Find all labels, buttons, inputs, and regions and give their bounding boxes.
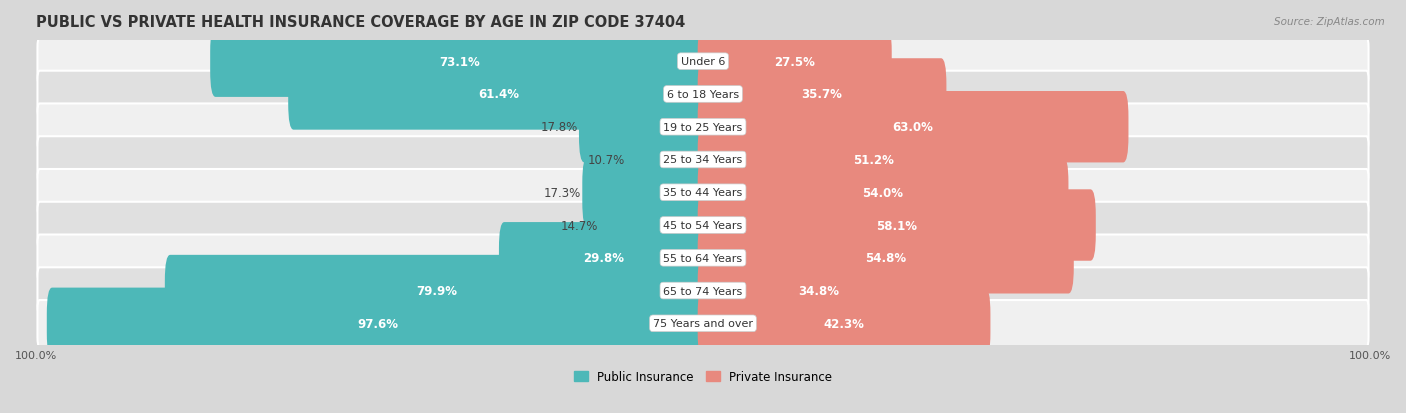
Text: 27.5%: 27.5% xyxy=(775,56,815,69)
FancyBboxPatch shape xyxy=(209,26,709,97)
FancyBboxPatch shape xyxy=(582,157,709,228)
FancyBboxPatch shape xyxy=(697,255,941,327)
Text: 17.8%: 17.8% xyxy=(540,121,578,134)
FancyBboxPatch shape xyxy=(697,59,946,131)
FancyBboxPatch shape xyxy=(499,223,709,294)
Text: Under 6: Under 6 xyxy=(681,57,725,67)
Text: 65 to 74 Years: 65 to 74 Years xyxy=(664,286,742,296)
Text: 34.8%: 34.8% xyxy=(799,285,839,297)
FancyBboxPatch shape xyxy=(38,170,1368,216)
FancyBboxPatch shape xyxy=(697,26,891,97)
FancyBboxPatch shape xyxy=(38,202,1368,249)
Text: 54.8%: 54.8% xyxy=(865,252,907,265)
Text: 35.7%: 35.7% xyxy=(801,88,842,101)
FancyBboxPatch shape xyxy=(165,255,709,327)
Text: 58.1%: 58.1% xyxy=(876,219,917,232)
Text: 79.9%: 79.9% xyxy=(416,285,457,297)
Text: 61.4%: 61.4% xyxy=(478,88,519,101)
Text: 97.6%: 97.6% xyxy=(357,317,398,330)
Text: 51.2%: 51.2% xyxy=(853,154,894,166)
Text: 73.1%: 73.1% xyxy=(439,56,479,69)
FancyBboxPatch shape xyxy=(38,268,1368,314)
FancyBboxPatch shape xyxy=(38,104,1368,151)
Text: 29.8%: 29.8% xyxy=(583,252,624,265)
FancyBboxPatch shape xyxy=(697,124,1050,196)
Text: Source: ZipAtlas.com: Source: ZipAtlas.com xyxy=(1274,17,1385,26)
FancyBboxPatch shape xyxy=(288,59,709,131)
FancyBboxPatch shape xyxy=(38,71,1368,118)
Text: 54.0%: 54.0% xyxy=(862,186,904,199)
Text: PUBLIC VS PRIVATE HEALTH INSURANCE COVERAGE BY AGE IN ZIP CODE 37404: PUBLIC VS PRIVATE HEALTH INSURANCE COVER… xyxy=(37,15,685,30)
FancyBboxPatch shape xyxy=(697,288,990,359)
Legend: Public Insurance, Private Insurance: Public Insurance, Private Insurance xyxy=(569,365,837,387)
Text: 17.3%: 17.3% xyxy=(544,186,581,199)
Text: 45 to 54 Years: 45 to 54 Years xyxy=(664,221,742,230)
FancyBboxPatch shape xyxy=(599,190,709,261)
FancyBboxPatch shape xyxy=(697,92,1129,163)
Text: 25 to 34 Years: 25 to 34 Years xyxy=(664,155,742,165)
Text: 19 to 25 Years: 19 to 25 Years xyxy=(664,122,742,133)
Text: 6 to 18 Years: 6 to 18 Years xyxy=(666,90,740,100)
Text: 10.7%: 10.7% xyxy=(588,154,626,166)
Text: 35 to 44 Years: 35 to 44 Years xyxy=(664,188,742,198)
FancyBboxPatch shape xyxy=(697,157,1069,228)
FancyBboxPatch shape xyxy=(697,190,1095,261)
Text: 14.7%: 14.7% xyxy=(561,219,599,232)
Text: 75 Years and over: 75 Years and over xyxy=(652,318,754,328)
FancyBboxPatch shape xyxy=(38,300,1368,347)
FancyBboxPatch shape xyxy=(38,137,1368,183)
FancyBboxPatch shape xyxy=(38,39,1368,85)
Text: 55 to 64 Years: 55 to 64 Years xyxy=(664,253,742,263)
FancyBboxPatch shape xyxy=(579,92,709,163)
FancyBboxPatch shape xyxy=(38,235,1368,281)
FancyBboxPatch shape xyxy=(697,223,1074,294)
Text: 42.3%: 42.3% xyxy=(824,317,865,330)
FancyBboxPatch shape xyxy=(46,288,709,359)
Text: 63.0%: 63.0% xyxy=(893,121,934,134)
FancyBboxPatch shape xyxy=(626,124,709,196)
